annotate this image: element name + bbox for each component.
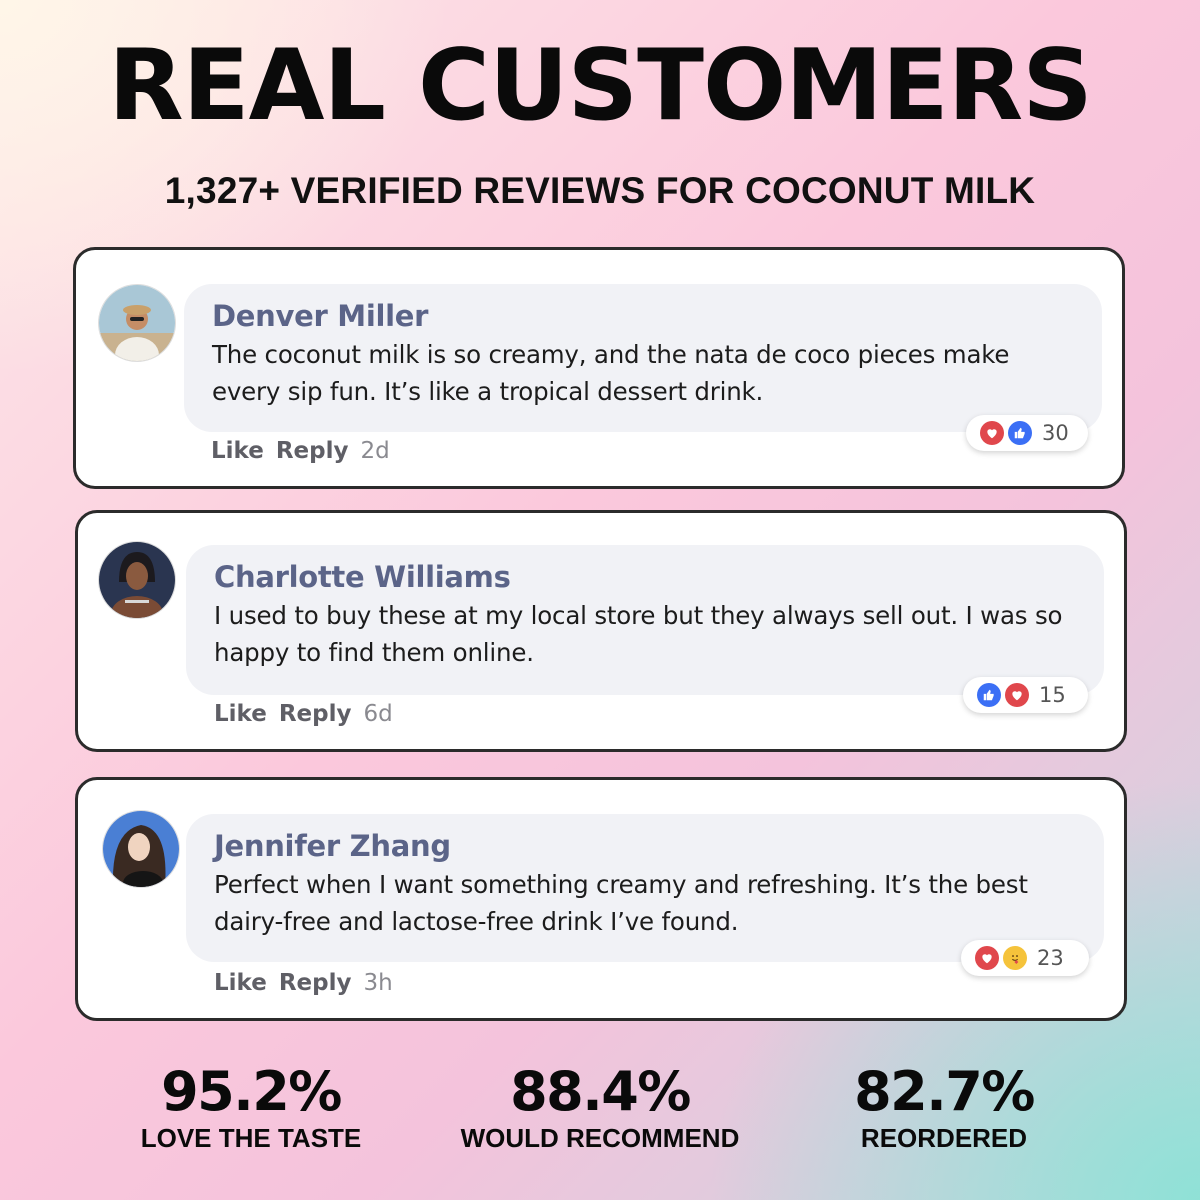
review-card: Jennifer Zhang Perfect when I want somet…	[75, 777, 1127, 1021]
reply-button[interactable]: Reply	[278, 970, 352, 996]
heart-icon	[1005, 683, 1029, 707]
comment-bubble: Denver Miller The coconut milk is so cre…	[184, 284, 1102, 432]
stat-value: 82.7%	[854, 1060, 1035, 1123]
reaction-count: 23	[1037, 946, 1064, 970]
like-button[interactable]: Like	[214, 970, 267, 996]
reaction-count: 15	[1039, 683, 1066, 707]
heart-icon	[980, 421, 1004, 445]
reaction-count: 30	[1042, 421, 1069, 445]
comment-bubble: Jennifer Zhang Perfect when I want somet…	[186, 814, 1104, 962]
review-text: Perfect when I want something creamy and…	[214, 869, 1028, 936]
stat-recommend: 88.4% WOULD RECOMMEND	[440, 1062, 760, 1154]
reaction-summary[interactable]: 15	[963, 677, 1088, 713]
reply-button[interactable]: Reply	[275, 438, 349, 464]
like-button[interactable]: Like	[211, 438, 264, 464]
timestamp: 6d	[363, 701, 393, 727]
stat-love-taste: 95.2% LOVE THE TASTE	[120, 1062, 382, 1154]
stat-value: 95.2%	[161, 1060, 342, 1123]
timestamp: 3h	[363, 970, 393, 996]
thumbs-up-icon	[977, 683, 1001, 707]
reviewer-name[interactable]: Denver Miller	[212, 299, 429, 333]
avatar[interactable]	[98, 541, 176, 619]
timestamp: 2d	[360, 438, 390, 464]
stat-label: LOVE THE TASTE	[140, 1123, 362, 1154]
like-button[interactable]: Like	[214, 701, 267, 727]
reaction-summary[interactable]: 30	[966, 415, 1088, 451]
review-text: I used to buy these at my local store bu…	[214, 600, 1063, 667]
stat-reordered: 82.7% REORDERED	[820, 1062, 1068, 1154]
comment-actions: Like Reply 2d	[211, 438, 402, 464]
review-card: Denver Miller The coconut milk is so cre…	[73, 247, 1125, 489]
comment-actions: Like Reply 6d	[214, 701, 405, 727]
reaction-summary[interactable]: 23	[961, 940, 1089, 976]
review-text: The coconut milk is so creamy, and the n…	[212, 339, 1010, 406]
stat-value: 88.4%	[510, 1060, 691, 1123]
comment-bubble: Charlotte Williams I used to buy these a…	[186, 545, 1104, 695]
avatar[interactable]	[102, 810, 180, 888]
thumbs-up-icon	[1008, 421, 1032, 445]
reviewer-name[interactable]: Jennifer Zhang	[214, 829, 451, 863]
comment-actions: Like Reply 3h	[214, 970, 405, 996]
reply-button[interactable]: Reply	[278, 701, 352, 727]
stat-label: REORDERED	[860, 1123, 1028, 1154]
avatar[interactable]	[98, 284, 176, 362]
page-title: REAL CUSTOMERS	[108, 29, 1093, 143]
stat-label: WOULD RECOMMEND	[460, 1123, 740, 1154]
page-subtitle: 1,327+ VERIFIED REVIEWS FOR COCONUT MILK	[164, 170, 1036, 211]
heart-icon	[975, 946, 999, 970]
care-hug-icon	[1003, 946, 1027, 970]
reviewer-name[interactable]: Charlotte Williams	[214, 560, 511, 594]
review-card: Charlotte Williams I used to buy these a…	[75, 510, 1127, 752]
